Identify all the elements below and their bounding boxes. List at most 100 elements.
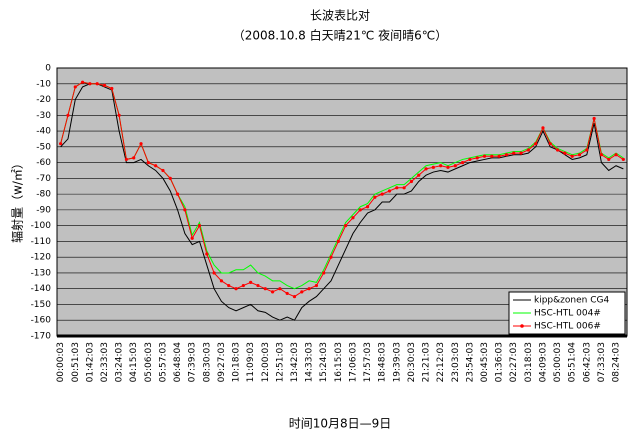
- series-marker: [59, 142, 63, 146]
- x-tick-label: 02:33:03: [100, 342, 110, 382]
- x-tick-label: 04:09:03: [538, 342, 548, 382]
- series-marker: [161, 168, 165, 173]
- x-tick-label: 16:15:03: [334, 342, 344, 382]
- plot-area: [56, 67, 628, 337]
- x-tick-label: 05:57:03: [158, 342, 168, 382]
- series-marker: [80, 80, 85, 84]
- series-marker: [468, 157, 472, 162]
- legend-label: HSC-HTL 004#: [534, 309, 601, 319]
- series-marker: [409, 179, 414, 184]
- y-tick-label: -30: [36, 111, 51, 121]
- series-marker: [285, 291, 289, 296]
- series-marker: [212, 271, 216, 275]
- series-marker: [95, 82, 99, 86]
- y-tick-label: -70: [36, 174, 51, 184]
- x-tick-label: 17:06:03: [348, 342, 358, 382]
- y-tick-label: -80: [36, 190, 51, 200]
- x-tick-label: 11:09:03: [246, 342, 256, 382]
- series-marker: [621, 157, 625, 162]
- series-marker: [395, 186, 399, 190]
- series-marker: [146, 160, 150, 165]
- chart-title: 长波表比对: [310, 9, 370, 23]
- series-marker: [154, 164, 158, 168]
- series-marker: [534, 142, 538, 146]
- series-marker: [453, 164, 457, 168]
- x-tick-label: 00:51:03: [71, 342, 81, 382]
- series-marker: [490, 154, 494, 158]
- series-marker: [585, 148, 589, 152]
- x-tick-label: 09:27:03: [217, 342, 227, 382]
- series-marker: [460, 160, 465, 165]
- series-marker: [197, 224, 202, 228]
- series-marker: [365, 205, 370, 209]
- series-marker: [102, 83, 107, 87]
- series-marker: [570, 154, 574, 158]
- series-marker: [307, 287, 311, 291]
- series-marker: [263, 287, 267, 291]
- series-marker: [117, 113, 121, 117]
- y-tick-label: -110: [31, 237, 52, 247]
- series-marker: [234, 287, 238, 291]
- series-marker: [402, 186, 406, 190]
- series-marker: [256, 283, 260, 288]
- x-axis-label: 时间10月8日—9日: [289, 417, 392, 431]
- x-tick-label: 03:24:03: [115, 342, 125, 382]
- series-marker: [497, 154, 501, 158]
- series-marker: [563, 151, 567, 155]
- series-marker: [424, 167, 428, 171]
- series-marker: [88, 82, 92, 86]
- x-tick-label: 08:30:03: [202, 342, 212, 382]
- series-marker: [482, 154, 487, 158]
- y-tick-label: -120: [31, 253, 52, 263]
- x-tick-label: 06:48:04: [173, 342, 183, 383]
- series-marker: [205, 252, 209, 256]
- x-tick-label: 05:00:03: [553, 342, 563, 382]
- y-tick-label: -40: [36, 127, 51, 137]
- chart-subtitle: （2008.10.8 白天晴21℃ 夜间晴6℃）: [233, 28, 448, 43]
- series-marker: [380, 192, 384, 196]
- x-tick-label: 07:33:03: [597, 342, 607, 382]
- series-marker: [446, 165, 450, 169]
- x-tick-label: 00:00:03: [56, 342, 66, 382]
- series-marker: [73, 85, 77, 89]
- x-tick-label: 02:27:03: [509, 342, 519, 382]
- series-marker: [599, 153, 604, 157]
- x-tick-label: 19:39:03: [392, 342, 402, 382]
- series-marker: [577, 153, 582, 157]
- y-tick-label: -60: [36, 158, 51, 168]
- series-marker: [132, 156, 136, 160]
- series-marker: [614, 153, 618, 157]
- series-marker: [175, 192, 180, 196]
- y-tick-label: -50: [36, 142, 51, 152]
- y-tick-label: 0: [45, 64, 51, 74]
- x-tick-label: 23:03:03: [451, 342, 461, 382]
- series-marker: [278, 287, 282, 291]
- x-tick-label: 21:21:03: [422, 342, 432, 382]
- series-marker: [249, 280, 253, 284]
- x-tick-label: 10:18:03: [232, 342, 242, 382]
- y-tick-label: -10: [36, 79, 51, 89]
- x-tick-label: 12:00:03: [261, 342, 271, 382]
- x-tick-label: 05:06:03: [144, 342, 154, 382]
- series-marker: [592, 116, 596, 121]
- series-marker: [555, 148, 560, 152]
- x-tick-label: 20:30:03: [407, 342, 417, 382]
- x-tick-label: 13:42:03: [290, 342, 300, 382]
- y-tick-label: -130: [31, 268, 52, 278]
- series-marker: [110, 86, 114, 91]
- series-marker: [66, 113, 70, 117]
- y-axis-label: 辐射量（w/㎡）: [10, 157, 25, 243]
- series-marker: [351, 216, 355, 220]
- series-marker: [329, 255, 333, 259]
- series-marker: [358, 208, 362, 212]
- series-marker: [336, 239, 340, 244]
- legend-label: HSC-HTL 006#: [534, 322, 601, 332]
- series-marker: [548, 142, 552, 146]
- y-tick-label: -20: [36, 95, 51, 105]
- x-tick-label: 14:33:03: [305, 342, 315, 382]
- series-marker: [439, 164, 443, 168]
- series-marker: [139, 142, 143, 146]
- series-marker: [300, 290, 304, 294]
- series-line: [60, 83, 624, 321]
